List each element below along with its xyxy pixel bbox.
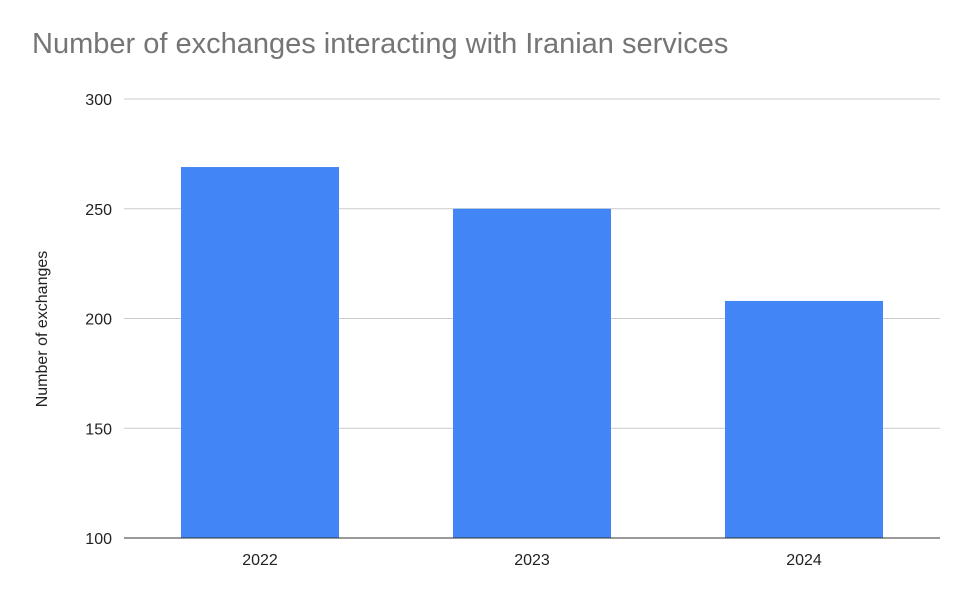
y-axis-label: Number of exchanges xyxy=(34,251,51,408)
y-tick-label: 100 xyxy=(85,531,112,548)
bar-2024 xyxy=(725,300,883,538)
x-tick-label: 2024 xyxy=(786,552,822,569)
bar-2023 xyxy=(453,208,611,538)
bar-2022 xyxy=(181,167,339,539)
y-tick-label: 200 xyxy=(85,312,112,329)
x-tick-label: 2023 xyxy=(514,552,550,569)
chart-title: Number of exchanges interacting with Ira… xyxy=(32,28,729,60)
y-tick-label: 150 xyxy=(85,421,112,438)
y-tick-label: 250 xyxy=(85,202,112,219)
y-tick-label: 300 xyxy=(85,92,112,109)
x-tick-label: 2022 xyxy=(242,552,278,569)
